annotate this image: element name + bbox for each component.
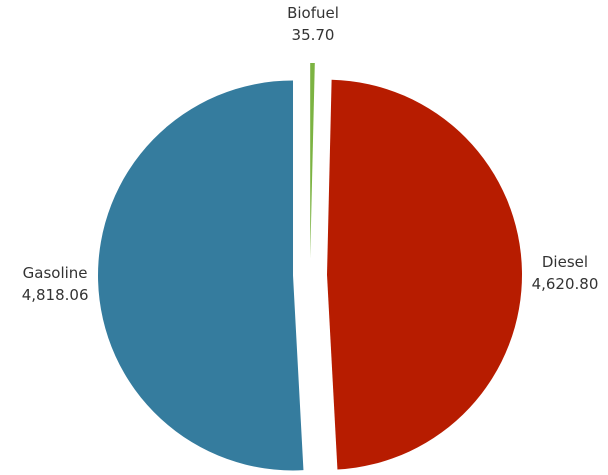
- slice-label-gasoline: Gasoline: [23, 264, 88, 282]
- slice-label-biofuel: Biofuel: [287, 4, 339, 22]
- pie-slice-gasoline[interactable]: [98, 80, 304, 471]
- slice-value-diesel: 4,620.80: [532, 275, 599, 293]
- slice-value-biofuel: 35.70: [292, 26, 335, 44]
- pie-slice-biofuel[interactable]: [310, 63, 315, 259]
- slice-value-gasoline: 4,818.06: [22, 286, 89, 304]
- pie-slice-diesel[interactable]: [326, 79, 522, 470]
- slice-label-diesel: Diesel: [542, 253, 588, 271]
